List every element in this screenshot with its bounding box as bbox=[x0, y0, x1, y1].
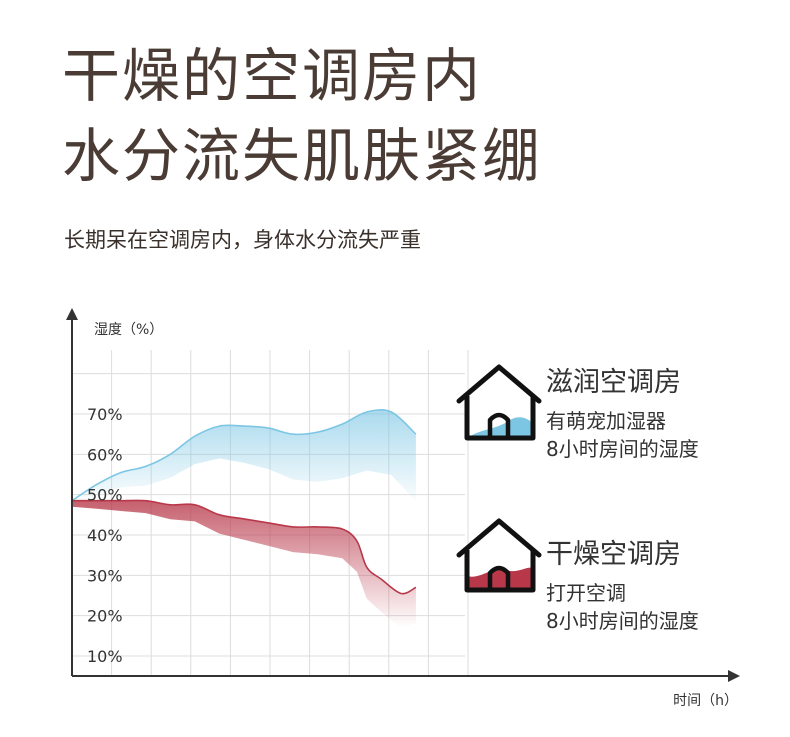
series-layer bbox=[71, 409, 417, 628]
x-axis-label: 时间（h） bbox=[673, 693, 738, 709]
grid bbox=[72, 350, 469, 676]
axes: 湿度（%） 时间（h） bbox=[66, 308, 740, 709]
y-tick-label: 70% bbox=[87, 405, 123, 424]
legend-humidified-line-1: 有萌宠加湿器 bbox=[546, 409, 666, 433]
legend-humidified: 滋润空调房 有萌宠加湿器 8小时房间的湿度 bbox=[546, 360, 699, 463]
headline-line-2: 水分流失肌肤紧绷 bbox=[62, 122, 543, 190]
y-tick-label: 50% bbox=[87, 486, 123, 505]
y-tick-label: 30% bbox=[87, 566, 123, 585]
y-axis-arrow bbox=[66, 308, 78, 320]
x-axis-arrow bbox=[728, 670, 740, 682]
y-tick-labels: 10% 20% 30% 40% 50% 60% 70% bbox=[87, 405, 123, 666]
subtitle: 长期呆在空调房内，身体水分流失严重 bbox=[64, 228, 421, 252]
legend-dry-line-1: 打开空调 bbox=[546, 581, 626, 605]
house-icon-humidified bbox=[456, 364, 542, 441]
headline-line-1: 干燥的空调房内 bbox=[62, 42, 483, 110]
series-dry-area bbox=[72, 500, 416, 628]
legend-dry-title: 干燥空调房 bbox=[546, 539, 681, 570]
legend-humidified-line-2: 8小时房间的湿度 bbox=[546, 437, 699, 461]
y-tick-label: 40% bbox=[87, 526, 123, 545]
y-tick-label: 10% bbox=[87, 647, 123, 666]
legend-humidified-title: 滋润空调房 bbox=[546, 367, 681, 398]
house-icon-dry bbox=[456, 518, 542, 593]
series-dry bbox=[71, 499, 417, 628]
legend-dry: 干燥空调房 打开空调 8小时房间的湿度 bbox=[546, 532, 699, 635]
series-humidified bbox=[71, 409, 417, 507]
y-axis-label: 湿度（%） bbox=[94, 322, 163, 338]
y-tick-label: 20% bbox=[87, 607, 123, 626]
legend-dry-line-2: 8小时房间的湿度 bbox=[546, 609, 699, 633]
series-dry-line bbox=[71, 499, 417, 595]
series-humidified-line bbox=[71, 409, 417, 502]
y-tick-label: 60% bbox=[87, 445, 123, 464]
series-humidified-area bbox=[72, 409, 416, 507]
